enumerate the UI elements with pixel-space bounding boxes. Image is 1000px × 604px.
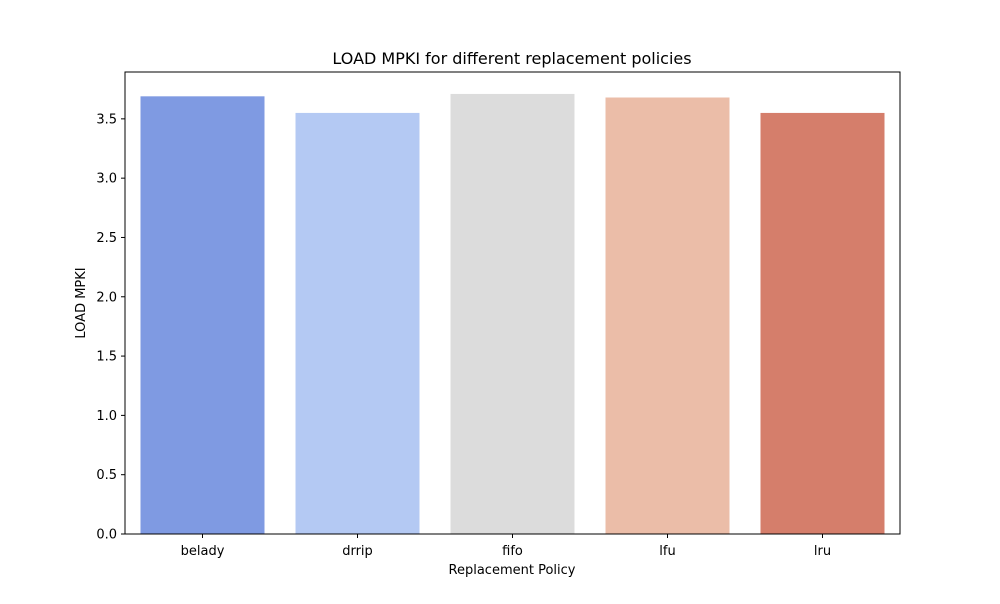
x-tick-label: lfu: [659, 544, 675, 559]
bar-lru: [760, 112, 885, 534]
plot-frame: [124, 71, 901, 535]
x-tick-label: lru: [814, 544, 831, 559]
y-tick-label: 1.5: [96, 350, 117, 365]
y-tick-label: 3.5: [96, 112, 117, 127]
y-tick-label: 3.0: [96, 172, 117, 187]
y-tick-label: 2.5: [96, 231, 117, 246]
y-tick-label: 1.0: [96, 409, 117, 424]
y-tick-label: 0.5: [96, 468, 117, 483]
y-tick-label: 2.0: [96, 290, 117, 305]
chart-title: LOAD MPKI for different replacement poli…: [332, 49, 691, 68]
x-tick-label: belady: [181, 544, 225, 559]
x-axis: belady drrip fifo lfu lru: [181, 534, 831, 559]
y-tick-label: 0.0: [96, 528, 117, 543]
bar-lfu: [605, 97, 730, 534]
y-axis-title: LOAD MPKI: [74, 267, 89, 338]
bar-fifo: [450, 93, 575, 535]
bars-group: [140, 93, 885, 535]
bar-belady: [140, 96, 265, 534]
x-tick-label: fifo: [502, 544, 523, 559]
bar-drrip: [295, 112, 420, 534]
x-tick-label: drrip: [342, 544, 373, 559]
y-axis: 0.0 0.5 1.0 1.5 2.0 2.5 3.0 3.5: [96, 112, 125, 543]
x-axis-title: Replacement Policy: [449, 563, 576, 578]
